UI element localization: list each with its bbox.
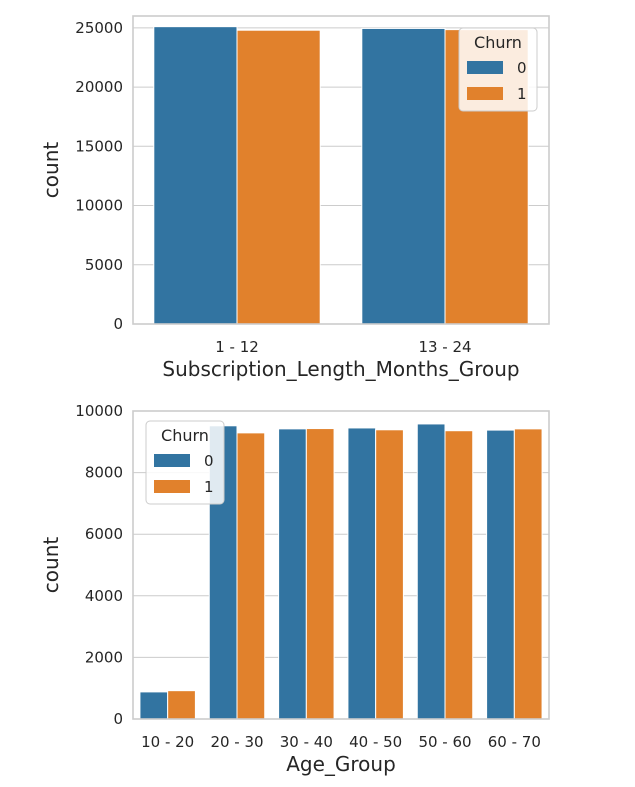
y-tick-label: 10000 [75,402,123,420]
legend-entry-0: 0 [517,59,527,77]
legend-entry-1: 1 [204,478,214,496]
bar-0-3 [347,427,377,720]
x-tick-label: 20 - 30 [210,733,263,751]
bar-0-5 [486,429,515,720]
y-tick-label: 0 [113,710,123,728]
legend: Churn 0 1 [458,27,538,112]
y-tick-label: 20000 [75,78,123,96]
y-tick-label: 15000 [75,137,123,155]
y-tick-label: 8000 [85,464,123,482]
legend-title: Churn [474,33,522,52]
y-tick-label: 10000 [75,197,123,215]
y-axis-label: count [39,142,63,199]
legend-title: Churn [161,426,209,445]
x-tick-label: 40 - 50 [349,733,402,751]
x-axis-label: Age_Group [286,752,396,776]
x-tick-label: 50 - 60 [418,733,471,751]
bar-0-0 [153,26,238,325]
bar-0-4 [416,423,446,720]
y-axis-label: count [39,537,63,594]
bar-1-1 [236,432,266,720]
x-tick-label: 10 - 20 [141,733,194,751]
chart-2: 0 2000 4000 6000 8000 10000 10 - 20 20 - 30 30 -… [39,402,550,776]
y-tick-label: 0 [113,315,123,333]
bar-0-0 [139,691,169,720]
bar-1-4 [444,430,474,720]
legend-swatch-1 [154,480,190,493]
bar-1-3 [375,429,404,720]
bar-1-0 [167,690,196,720]
legend-swatch-0 [467,61,503,74]
legend-entry-1: 1 [517,85,527,103]
y-tick-label: 5000 [85,256,123,274]
x-axis-label: Subscription_Length_Months_Group [162,357,519,381]
bar-1-0 [236,29,321,325]
y-tick-label: 25000 [75,19,123,37]
legend-swatch-0 [154,454,190,467]
x-tick-label: 30 - 40 [280,733,333,751]
axes-frame [132,410,550,720]
legend: Churn 0 1 [145,420,225,505]
bar-0-2 [278,428,307,720]
x-tick-label: 60 - 70 [488,733,541,751]
x-tick-label: 1 - 12 [215,338,259,356]
y-tick-label: 6000 [85,525,123,543]
bar-0-1 [361,27,446,325]
y-tick-label: 2000 [85,648,123,666]
chart-1: 0 5000 10000 15000 20000 25000 1 - 12 13 - 24Su… [39,15,550,381]
bar-1-5 [513,428,543,720]
x-tick-label: 13 - 24 [418,338,471,356]
bar-1-2 [305,428,335,720]
axes-frame [132,15,550,325]
y-tick-label: 4000 [85,587,123,605]
legend-swatch-1 [467,87,503,100]
legend-entry-0: 0 [204,452,214,470]
